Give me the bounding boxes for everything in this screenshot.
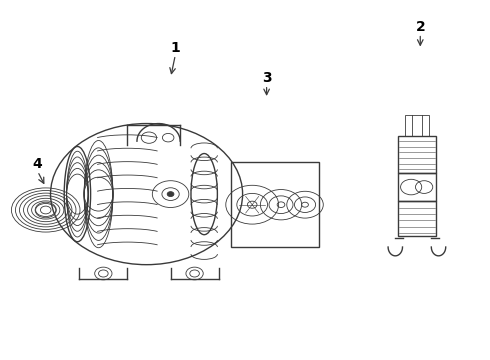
Bar — [398, 173, 436, 201]
Bar — [231, 162, 319, 247]
Text: 4: 4 — [33, 157, 43, 171]
Text: 2: 2 — [416, 19, 425, 33]
Bar — [398, 136, 436, 173]
Text: 3: 3 — [262, 71, 271, 85]
Bar — [398, 201, 436, 237]
Text: 1: 1 — [171, 41, 180, 55]
Bar — [405, 115, 429, 136]
Circle shape — [167, 192, 174, 197]
